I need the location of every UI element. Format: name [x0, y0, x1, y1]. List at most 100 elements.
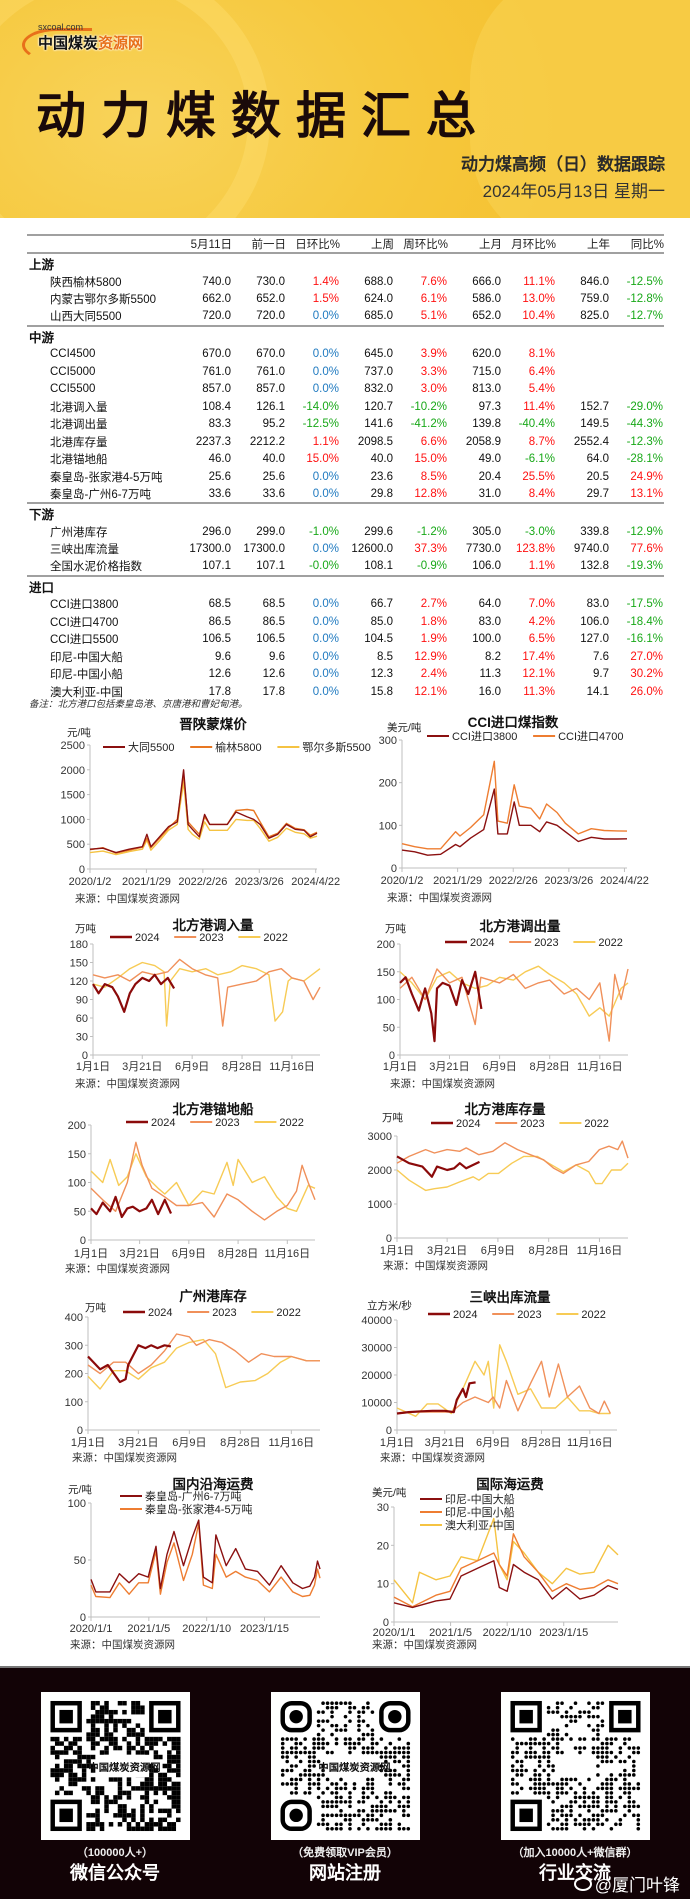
table-row: 北港锚地船 46.0 40.0 15.0% 40.0 15.0% 49.0 -6.1% 64.0… — [27, 451, 664, 469]
series-line-2024 — [399, 970, 483, 1043]
qr-code[interactable] — [501, 1692, 650, 1840]
table-cell: 5.4% — [528, 383, 555, 396]
table-cell: 9740.0 — [573, 543, 609, 556]
table-cell: -12.3% — [626, 435, 663, 448]
table-cell: 624.0 — [364, 293, 393, 306]
chart-title: 晋陕蒙煤价 — [179, 716, 247, 732]
table-cell: 64.0 — [586, 453, 609, 466]
legend-label: 2022 — [276, 1307, 300, 1319]
legend-label: 秦皇岛-广州6-7万吨 — [145, 1489, 242, 1503]
chart-title: 北方港锚地船 — [173, 1101, 254, 1117]
column-header: 月环比% — [511, 239, 556, 251]
legend-label: 2023 — [212, 1307, 236, 1319]
table-cell: -12.5% — [302, 418, 339, 431]
x-tick-label: 2023/1/15 — [539, 1627, 588, 1639]
table-cell: 66.7 — [370, 598, 393, 611]
table-cell: 16.0 — [478, 685, 501, 698]
table-cell: 740.0 — [202, 275, 231, 288]
logo-name: 中国煤炭资源网 — [38, 32, 143, 53]
y-tick-label: 2000 — [368, 1165, 392, 1177]
section-row: 下游 — [27, 503, 664, 523]
legend-label: 2023 — [199, 932, 223, 944]
table-cell: 86.5 — [262, 615, 285, 628]
table-cell: -10.2% — [410, 400, 447, 413]
x-tick-label: 2020/1/2 — [69, 876, 112, 888]
table-cell: 0.0% — [312, 598, 339, 611]
table-cell: 123.8% — [515, 543, 555, 556]
table-cell: 662.0 — [202, 293, 231, 306]
x-tick-label: 8月28日 — [222, 1061, 262, 1073]
y-tick-label: 1500 — [61, 790, 85, 802]
qr-code[interactable]: 中国煤炭资源网 — [271, 1692, 420, 1840]
y-tick-label: 10 — [377, 1579, 389, 1591]
table-cell: 670.0 — [202, 348, 231, 361]
qr-code[interactable]: 中国煤炭资源网 — [41, 1692, 190, 1840]
chart-4: 北方港调出量 万吨 0 50 100 150 200 1月1日 3月21日 6月9日 8月28日 11… — [377, 918, 629, 1090]
x-tick-label: 2021/1/29 — [122, 876, 171, 888]
table-cell: 13.0% — [522, 293, 555, 306]
banner-decoration — [470, 0, 690, 218]
chart-title: 国际海运费 — [476, 1476, 544, 1492]
legend-label: CCI进口4700 — [558, 730, 623, 743]
table-cell: 20.5 — [586, 470, 609, 483]
qr-caption: 网站注册 — [309, 1863, 381, 1883]
legend-label: 鄂尔多斯5500 — [302, 740, 370, 754]
table-cell: 0.0% — [312, 487, 339, 500]
y-tick-label: 200 — [377, 939, 395, 951]
y-tick-label: 300 — [65, 1340, 83, 1352]
table-cell: -14.0% — [302, 400, 339, 413]
y-tick-label: 100 — [68, 1498, 86, 1510]
y-tick-label: 0 — [391, 863, 397, 875]
table-cell: 25.6 — [208, 470, 231, 483]
y-axis-unit: 立方米/秒 — [367, 1299, 412, 1312]
x-tick-label: 6月9日 — [172, 1248, 206, 1260]
table-cell: 12.1% — [414, 685, 447, 698]
table-cell: 31.0 — [478, 487, 501, 500]
table-cell: 8.4% — [528, 487, 555, 500]
row-label: 北港锚地船 — [50, 454, 108, 467]
y-tick-label: 120 — [70, 976, 88, 988]
x-tick-label: 2024/4/22 — [291, 876, 340, 888]
series-line-2023 — [396, 1360, 612, 1415]
legend-label: 2023 — [520, 1118, 544, 1130]
x-tick-label: 6月9日 — [481, 1245, 515, 1257]
table-cell: 33.6 — [208, 487, 231, 500]
table-cell: -12.8% — [626, 293, 663, 306]
x-tick-label: 1月1日 — [71, 1437, 105, 1449]
table-cell: 720.0 — [256, 310, 285, 323]
x-tick-label: 6月9日 — [482, 1061, 516, 1073]
legend-label: 2023 — [517, 1309, 541, 1321]
section-label: 进口 — [29, 580, 55, 595]
series-line-秦皇岛-广州6-7万吨 — [90, 1519, 321, 1593]
series-line-2024 — [396, 1155, 480, 1178]
x-tick-label: 1月1日 — [74, 1248, 108, 1260]
table-cell: 825.0 — [580, 310, 609, 323]
series-line-印尼-中国小船 — [393, 1533, 619, 1608]
y-tick-label: 100 — [377, 995, 395, 1007]
section-label: 上游 — [29, 258, 55, 272]
table-cell: -12.7% — [626, 310, 663, 323]
y-tick-label: 20 — [377, 1540, 389, 1552]
row-label: 内蒙古鄂尔多斯5500 — [50, 294, 157, 307]
table-cell: 0.0% — [312, 543, 339, 556]
x-tick-label: 2021/1/5 — [127, 1623, 170, 1635]
table-cell: 11.3% — [523, 685, 555, 698]
table-cell: 106.0 — [580, 615, 609, 628]
table-cell: -40.4% — [518, 418, 555, 431]
table-cell: 0.0% — [312, 470, 339, 483]
table-cell: 857.0 — [256, 383, 285, 396]
table-cell: 30.2% — [630, 668, 663, 681]
table-cell: 64.0 — [478, 598, 501, 611]
row-label: CCI进口4700 — [50, 616, 119, 629]
x-tick-label: 11月16日 — [268, 1437, 314, 1449]
x-tick-label: 1月1日 — [380, 1437, 414, 1449]
chart-3: 北方港调入量 万吨 0 30 60 90 120 150 180 1月1日 3月21日 6月9日 8月2… — [70, 917, 321, 1090]
x-tick-label: 3月21日 — [118, 1437, 158, 1449]
series-line-大同5500 — [89, 769, 318, 854]
chart-source: 来源：中国煤炭资源网 — [72, 1451, 177, 1464]
table-cell: 95.2 — [262, 418, 285, 431]
table-cell: 670.0 — [256, 348, 285, 361]
y-tick-label: 150 — [377, 967, 395, 979]
y-tick-label: 50 — [383, 1022, 395, 1034]
